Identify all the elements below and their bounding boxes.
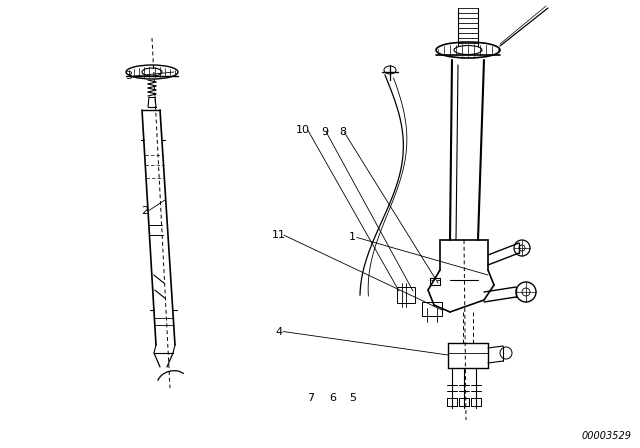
Text: 00003529: 00003529 (582, 431, 632, 441)
Text: 11: 11 (272, 230, 286, 240)
Text: 1: 1 (349, 233, 356, 242)
Text: 4: 4 (275, 327, 282, 336)
Text: 3: 3 (125, 71, 132, 81)
Text: 2: 2 (141, 206, 148, 215)
Text: 8: 8 (339, 127, 346, 137)
Text: 9: 9 (321, 127, 328, 137)
Text: 6: 6 (330, 393, 337, 403)
Text: 10: 10 (296, 125, 310, 135)
Text: 7: 7 (307, 393, 314, 403)
Text: 5: 5 (349, 393, 356, 403)
